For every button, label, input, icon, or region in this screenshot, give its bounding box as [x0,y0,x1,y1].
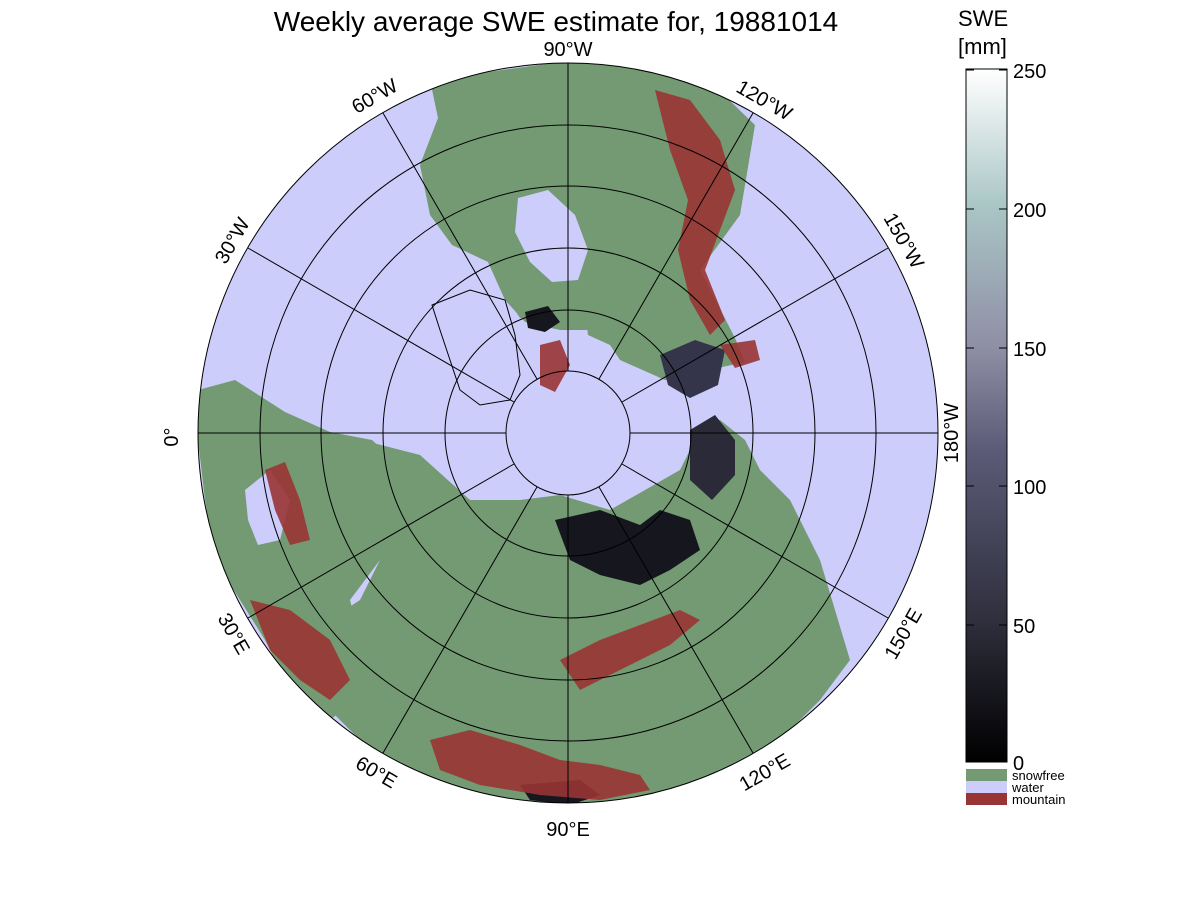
label-lon-90w: 90°W [543,39,592,61]
colorbar-tick-250: 250 [1013,61,1046,83]
mountain-scandinavia [265,462,310,545]
label-lon-0: 0° [161,427,183,446]
legend-swatch-mountain [966,793,1007,805]
colorbar-gradient [965,68,1008,763]
legend-label-mountain: mountain [1012,792,1065,807]
colorbar-ticks [966,69,1007,626]
colorbar-title-line1: SWE [958,6,1008,31]
category-legend: snowfree water mountain [966,768,1065,807]
mountain-central-asia [430,730,650,800]
legend-swatch-water [966,781,1007,793]
colorbar-tick-100: 100 [1013,477,1046,499]
mountain-alaska [720,340,760,368]
map-graticule [197,62,939,804]
snow-cover-siberia [555,510,700,585]
label-lon-180w: 180°W [941,403,963,463]
snow-cover-east-siberia [690,415,735,500]
colorbar-title-line2: [mm] [958,34,1007,59]
snow-cover-canadian-arctic [525,306,560,332]
legend-label-snowfree: snowfree [1012,768,1065,783]
label-lon-90e: 90°E [546,819,590,841]
colorbar-tick-50: 50 [1013,616,1035,638]
colorbar: SWE [mm] 250 200 150 100 50 0 [958,6,1046,775]
colorbar-tick-150: 150 [1013,339,1046,361]
legend-label-water: water [1011,780,1044,795]
mountain-alps-balkans [250,600,350,700]
colorbar-tick-0: 0 [1013,753,1024,775]
colorbar-tick-200: 200 [1013,200,1046,222]
arctic-island-victoria [585,300,630,345]
mountain-east-asia [560,610,700,690]
legend-swatch-snowfree [966,769,1007,781]
snow-cover-kamchatka [660,340,725,398]
map-title: Weekly average SWE estimate for, 1988101… [274,6,838,37]
mountain-greenland-coast [540,340,570,392]
hudson-bay-water [515,190,588,282]
